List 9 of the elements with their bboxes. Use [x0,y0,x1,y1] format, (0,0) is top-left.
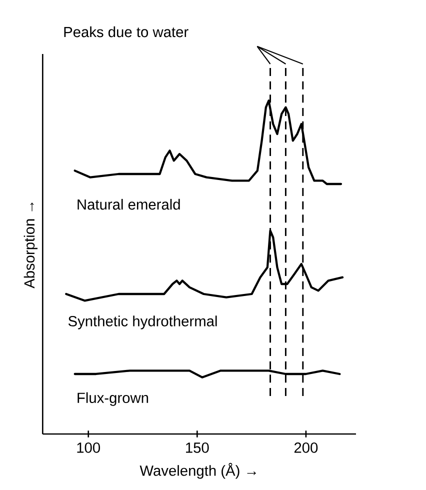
series-label: Natural emerald [78,198,180,210]
x-tick-label: 150 [186,442,209,453]
y-axis-title: Absorption → [24,202,38,288]
series-label: Flux-grown [78,392,148,406]
text: Peaks due to water [64,26,188,38]
series-label: Synthetic hydrothermal [68,316,217,330]
x-tick-label: 200 [294,442,318,453]
x-axis-title: Wavelength (Å) → [140,462,256,479]
x-tick-label: 100 [77,442,100,453]
